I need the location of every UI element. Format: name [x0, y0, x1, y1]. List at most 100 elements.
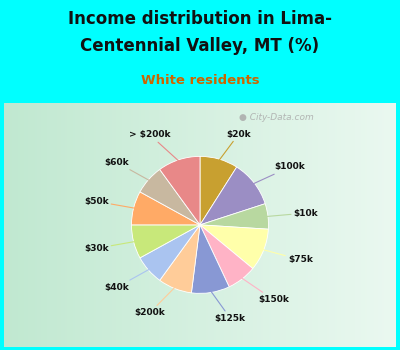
Bar [343, 103, 345, 346]
Bar [16, 103, 18, 346]
Bar [108, 103, 110, 346]
Bar [131, 103, 133, 346]
Bar [263, 103, 265, 346]
Bar [169, 103, 170, 346]
Wedge shape [200, 204, 268, 229]
Bar [249, 103, 251, 346]
Bar [32, 103, 34, 346]
Bar [302, 103, 304, 346]
Bar [247, 103, 249, 346]
Text: $100k: $100k [252, 162, 306, 184]
Bar [296, 103, 298, 346]
Wedge shape [192, 225, 229, 293]
Bar [12, 103, 14, 346]
Bar [200, 103, 202, 346]
Bar [118, 103, 120, 346]
Bar [251, 103, 253, 346]
Bar [388, 103, 390, 346]
Bar [349, 103, 351, 346]
Bar [274, 103, 276, 346]
Bar [34, 103, 35, 346]
Bar [110, 103, 112, 346]
Bar [182, 103, 184, 346]
Bar [6, 103, 8, 346]
Bar [73, 103, 74, 346]
Text: $10k: $10k [266, 209, 318, 218]
Bar [59, 103, 61, 346]
Bar [374, 103, 376, 346]
Text: $200k: $200k [134, 287, 176, 317]
Bar [10, 103, 12, 346]
Bar [198, 103, 200, 346]
Bar [308, 103, 310, 346]
Bar [128, 103, 130, 346]
Bar [292, 103, 294, 346]
Bar [57, 103, 59, 346]
Bar [378, 103, 380, 346]
Bar [18, 103, 20, 346]
Bar [126, 103, 128, 346]
Bar [259, 103, 261, 346]
Bar [347, 103, 349, 346]
Bar [192, 103, 194, 346]
Text: $60k: $60k [104, 158, 150, 181]
Bar [324, 103, 326, 346]
Bar [49, 103, 51, 346]
Bar [222, 103, 224, 346]
Bar [210, 103, 212, 346]
Bar [276, 103, 278, 346]
Bar [153, 103, 155, 346]
Bar [143, 103, 145, 346]
Bar [120, 103, 122, 346]
Bar [159, 103, 161, 346]
Bar [80, 103, 82, 346]
Bar [100, 103, 102, 346]
Bar [294, 103, 296, 346]
Bar [149, 103, 151, 346]
Bar [88, 103, 90, 346]
Bar [333, 103, 335, 346]
Bar [318, 103, 320, 346]
Bar [53, 103, 55, 346]
Bar [78, 103, 80, 346]
Bar [141, 103, 143, 346]
Bar [355, 103, 357, 346]
Wedge shape [132, 225, 200, 258]
Bar [188, 103, 190, 346]
Bar [341, 103, 343, 346]
Bar [47, 103, 49, 346]
Bar [122, 103, 124, 346]
Bar [351, 103, 353, 346]
Bar [86, 103, 88, 346]
Bar [180, 103, 182, 346]
Bar [392, 103, 394, 346]
Bar [280, 103, 282, 346]
Bar [218, 103, 220, 346]
Bar [265, 103, 267, 346]
Bar [214, 103, 216, 346]
Bar [92, 103, 94, 346]
Bar [253, 103, 255, 346]
Bar [322, 103, 324, 346]
Bar [288, 103, 290, 346]
Bar [172, 103, 174, 346]
Wedge shape [200, 167, 265, 225]
Bar [228, 103, 230, 346]
Bar [196, 103, 198, 346]
Bar [124, 103, 126, 346]
Bar [170, 103, 172, 346]
Bar [335, 103, 337, 346]
Bar [361, 103, 363, 346]
Text: $40k: $40k [104, 269, 150, 292]
Bar [220, 103, 222, 346]
Text: $30k: $30k [84, 241, 136, 253]
Bar [28, 103, 30, 346]
Bar [284, 103, 286, 346]
Bar [167, 103, 169, 346]
Bar [76, 103, 78, 346]
Bar [370, 103, 372, 346]
Wedge shape [200, 225, 253, 287]
Bar [82, 103, 84, 346]
Bar [65, 103, 67, 346]
Bar [224, 103, 226, 346]
